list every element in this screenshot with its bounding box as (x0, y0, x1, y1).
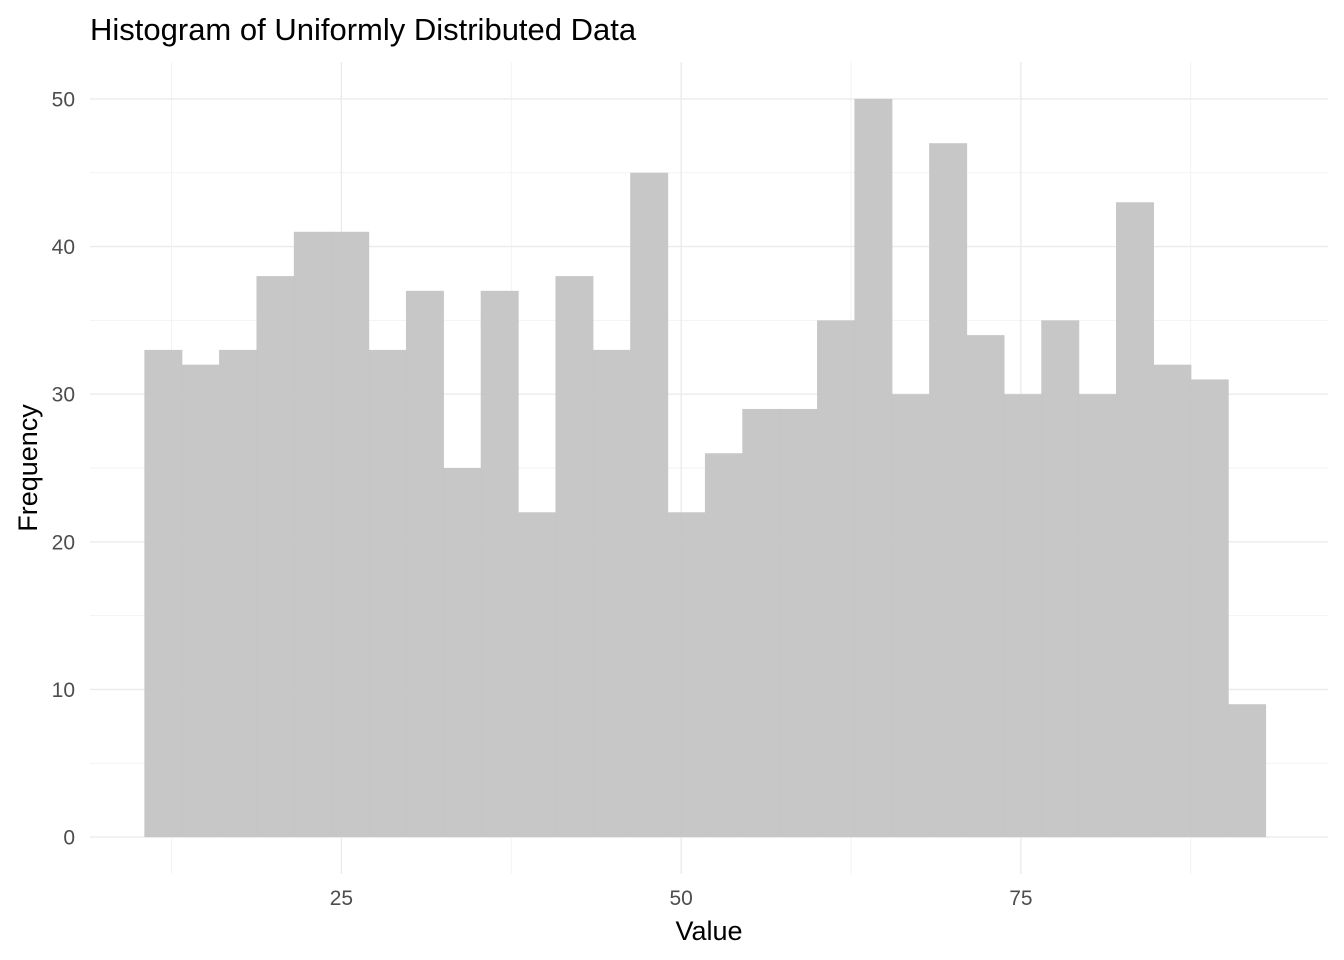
histogram-bar (219, 349, 258, 838)
histogram-bar (630, 172, 669, 838)
x-tick-label: 75 (1009, 887, 1032, 910)
histogram-bar (518, 512, 557, 838)
y-tick-labels: 0 10 20 30 40 50 (52, 88, 75, 849)
histogram-bar (592, 349, 631, 838)
chart-title: Histogram of Uniformly Distributed Data (90, 12, 637, 47)
y-tick-label: 50 (52, 88, 75, 111)
histogram-bar (704, 453, 743, 838)
x-axis-label: Value (675, 916, 742, 946)
histogram-bar (443, 468, 482, 838)
x-tick-label: 25 (330, 887, 353, 910)
histogram-bar (742, 408, 781, 838)
y-tick-label: 20 (52, 531, 75, 554)
histogram-bar (181, 364, 220, 838)
histogram-bar (144, 349, 183, 838)
y-tick-label: 40 (52, 236, 75, 259)
x-tick-label: 50 (669, 887, 692, 910)
histogram-bar (779, 408, 818, 838)
histogram-bar (256, 276, 295, 838)
y-axis-label: Frequency (13, 404, 43, 532)
histogram-bars (144, 98, 1267, 838)
histogram-bar (1116, 202, 1154, 838)
histogram-bar (555, 276, 594, 838)
histogram-bar (891, 394, 930, 838)
histogram-bar (929, 143, 968, 838)
histogram-bar (1228, 704, 1267, 838)
histogram-bar (1190, 379, 1229, 838)
histogram-bar (1078, 394, 1117, 838)
histogram-bar (667, 512, 706, 838)
histogram-bar (368, 349, 407, 838)
histogram-bar (480, 290, 519, 838)
histogram-bar (331, 231, 370, 838)
histogram-bar (1153, 364, 1192, 838)
y-tick-label: 30 (52, 384, 75, 407)
histogram-bar (405, 290, 444, 838)
y-tick-label: 0 (63, 827, 75, 850)
x-tick-labels: 25 50 75 (330, 887, 1033, 910)
histogram-bar (1041, 320, 1080, 838)
histogram-bar (817, 320, 856, 838)
histogram-bar (966, 335, 1005, 838)
histogram-bar (293, 231, 332, 838)
y-tick-label: 10 (52, 679, 75, 702)
histogram-bar (1003, 394, 1042, 838)
histogram-bar (854, 98, 893, 838)
